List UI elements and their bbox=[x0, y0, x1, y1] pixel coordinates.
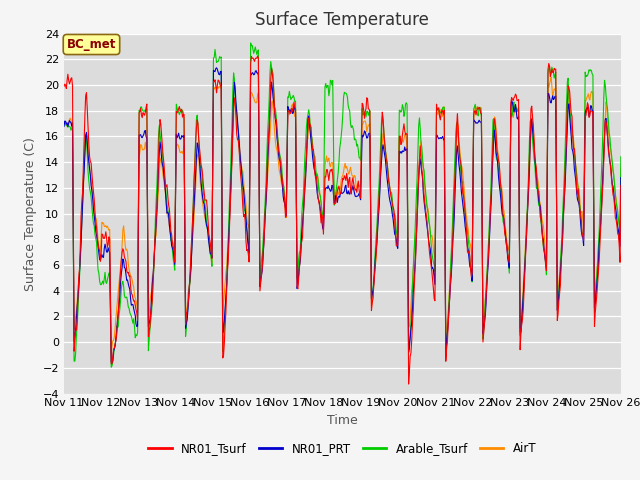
NR01_PRT bbox=[215, 72, 223, 77]
Arable_Tsurf bbox=[247, 40, 255, 46]
X-axis label: Time: Time bbox=[327, 414, 358, 427]
NR01_PRT bbox=[108, 360, 116, 366]
NR01_PRT bbox=[185, 295, 193, 301]
Arable_Tsurf bbox=[214, 59, 222, 64]
NR01_Tsurf bbox=[254, 53, 262, 59]
NR01_PRT bbox=[212, 65, 220, 71]
NR01_Tsurf bbox=[184, 303, 192, 309]
AirT bbox=[547, 74, 555, 80]
NR01_Tsurf bbox=[60, 84, 68, 89]
Line: NR01_Tsurf: NR01_Tsurf bbox=[64, 56, 621, 384]
NR01_Tsurf bbox=[214, 83, 221, 88]
Arable_Tsurf bbox=[70, 358, 78, 364]
Line: Arable_Tsurf: Arable_Tsurf bbox=[64, 43, 621, 367]
NR01_PRT bbox=[428, 265, 436, 271]
NR01_PRT bbox=[128, 301, 136, 307]
AirT bbox=[411, 239, 419, 244]
AirT bbox=[617, 166, 625, 171]
Arable_Tsurf bbox=[60, 120, 68, 126]
AirT bbox=[185, 285, 193, 290]
NR01_Tsurf bbox=[404, 381, 412, 387]
Line: AirT: AirT bbox=[64, 77, 621, 353]
Y-axis label: Surface Temperature (C): Surface Temperature (C) bbox=[24, 137, 37, 290]
NR01_Tsurf bbox=[617, 182, 625, 188]
NR01_Tsurf bbox=[127, 290, 135, 296]
Arable_Tsurf bbox=[185, 296, 193, 302]
NR01_PRT bbox=[60, 124, 68, 130]
AirT bbox=[60, 120, 68, 125]
Arable_Tsurf bbox=[617, 154, 625, 160]
AirT bbox=[108, 350, 115, 356]
AirT bbox=[214, 85, 222, 91]
NR01_Tsurf bbox=[428, 269, 436, 275]
AirT bbox=[70, 326, 78, 332]
NR01_PRT bbox=[617, 175, 625, 180]
Arable_Tsurf bbox=[128, 317, 136, 323]
Legend: NR01_Tsurf, NR01_PRT, Arable_Tsurf, AirT: NR01_Tsurf, NR01_PRT, Arable_Tsurf, AirT bbox=[143, 437, 541, 460]
AirT bbox=[128, 277, 136, 283]
Title: Surface Temperature: Surface Temperature bbox=[255, 11, 429, 29]
Arable_Tsurf bbox=[428, 250, 436, 256]
Arable_Tsurf bbox=[412, 213, 419, 219]
Text: BC_met: BC_met bbox=[67, 38, 116, 51]
Line: NR01_PRT: NR01_PRT bbox=[64, 68, 621, 363]
NR01_Tsurf bbox=[70, 348, 78, 354]
NR01_Tsurf bbox=[412, 256, 419, 262]
NR01_PRT bbox=[412, 252, 419, 257]
AirT bbox=[428, 233, 435, 239]
NR01_PRT bbox=[70, 338, 78, 344]
Arable_Tsurf bbox=[108, 364, 115, 370]
